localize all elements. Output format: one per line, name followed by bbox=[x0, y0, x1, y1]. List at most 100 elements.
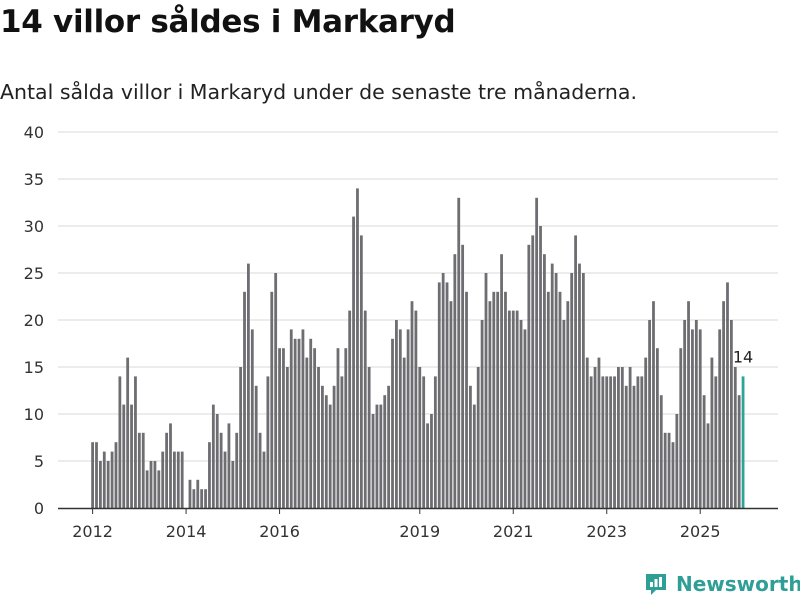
bar bbox=[145, 470, 149, 508]
bar bbox=[301, 329, 305, 508]
bar bbox=[659, 395, 663, 508]
bar bbox=[733, 367, 737, 508]
bar bbox=[492, 291, 496, 508]
bar bbox=[632, 385, 636, 508]
bar bbox=[266, 376, 270, 508]
bar bbox=[270, 291, 274, 508]
bar bbox=[726, 282, 729, 508]
y-tick-label: 0 bbox=[34, 499, 44, 518]
bar bbox=[95, 442, 98, 508]
bar bbox=[550, 263, 554, 508]
bar bbox=[282, 348, 285, 508]
x-tick-label: 2016 bbox=[259, 522, 300, 541]
bar bbox=[363, 310, 367, 508]
bar bbox=[348, 310, 352, 508]
bar bbox=[702, 395, 706, 508]
bar bbox=[379, 404, 383, 508]
bar bbox=[289, 329, 293, 508]
bar bbox=[309, 338, 313, 508]
bar bbox=[398, 329, 402, 508]
bar bbox=[507, 310, 511, 508]
bar bbox=[422, 376, 426, 508]
bar bbox=[624, 385, 628, 508]
annotations: 14 bbox=[733, 347, 753, 366]
bar bbox=[247, 263, 250, 508]
bar bbox=[157, 470, 161, 508]
bar bbox=[122, 404, 126, 508]
bar bbox=[691, 329, 694, 508]
bar bbox=[714, 376, 718, 508]
bar bbox=[570, 273, 574, 508]
bar bbox=[613, 376, 616, 508]
bar bbox=[687, 301, 690, 508]
bar bbox=[710, 357, 714, 508]
bar bbox=[274, 273, 278, 508]
bar bbox=[219, 432, 223, 508]
y-tick-label: 40 bbox=[24, 123, 44, 142]
bar bbox=[196, 479, 200, 508]
bar bbox=[192, 489, 196, 508]
bar bbox=[628, 367, 632, 508]
y-tick-label: 15 bbox=[24, 358, 44, 377]
bar bbox=[239, 367, 243, 508]
y-axis-labels: 0 5 10 15 20 25 30 35 40 bbox=[24, 123, 44, 518]
bar bbox=[636, 376, 640, 508]
bar bbox=[441, 273, 445, 508]
bar bbox=[200, 489, 204, 508]
bar bbox=[243, 291, 246, 508]
bar bbox=[215, 414, 219, 508]
bar bbox=[620, 367, 624, 508]
bar bbox=[176, 451, 180, 508]
bar bbox=[655, 348, 659, 508]
bar bbox=[597, 357, 601, 508]
bar bbox=[574, 235, 577, 508]
bar bbox=[254, 385, 258, 508]
bar bbox=[737, 395, 741, 508]
bar bbox=[433, 376, 437, 508]
bar bbox=[694, 320, 698, 508]
bar bbox=[118, 376, 122, 508]
bar bbox=[406, 329, 410, 508]
bars bbox=[91, 188, 745, 509]
bar bbox=[391, 338, 394, 508]
bar bbox=[667, 432, 671, 508]
bar bbox=[356, 188, 359, 508]
bar bbox=[566, 301, 570, 508]
bar bbox=[211, 404, 215, 508]
bar bbox=[223, 451, 227, 508]
newsworthy-logo-icon bbox=[646, 574, 666, 595]
chart-title: 14 villor såldes i Markaryd bbox=[0, 4, 456, 40]
bar bbox=[648, 320, 651, 508]
bar bbox=[523, 329, 527, 508]
x-tick-label: 2019 bbox=[399, 522, 440, 541]
bar bbox=[336, 348, 340, 508]
bar bbox=[543, 254, 546, 508]
bar bbox=[344, 348, 348, 508]
y-tick-label: 30 bbox=[24, 217, 44, 236]
bar bbox=[204, 489, 207, 508]
bar bbox=[554, 273, 558, 508]
bar bbox=[262, 451, 266, 508]
bar bbox=[469, 385, 472, 508]
x-tick-label: 2023 bbox=[586, 522, 627, 541]
bar bbox=[317, 367, 320, 508]
bar bbox=[465, 291, 468, 508]
bar bbox=[297, 338, 301, 508]
bar bbox=[98, 461, 102, 508]
bar bbox=[722, 301, 725, 508]
bar bbox=[437, 282, 441, 508]
x-tick-label: 2025 bbox=[680, 522, 721, 541]
bar bbox=[258, 432, 262, 508]
bar bbox=[683, 320, 687, 508]
bar bbox=[165, 432, 169, 508]
bar bbox=[328, 404, 332, 508]
bar bbox=[445, 282, 449, 508]
bar bbox=[605, 376, 609, 508]
bar bbox=[161, 451, 165, 508]
bar bbox=[698, 329, 702, 508]
bar bbox=[235, 432, 239, 508]
bar bbox=[480, 320, 484, 508]
bar bbox=[609, 376, 613, 508]
bar bbox=[488, 301, 492, 508]
